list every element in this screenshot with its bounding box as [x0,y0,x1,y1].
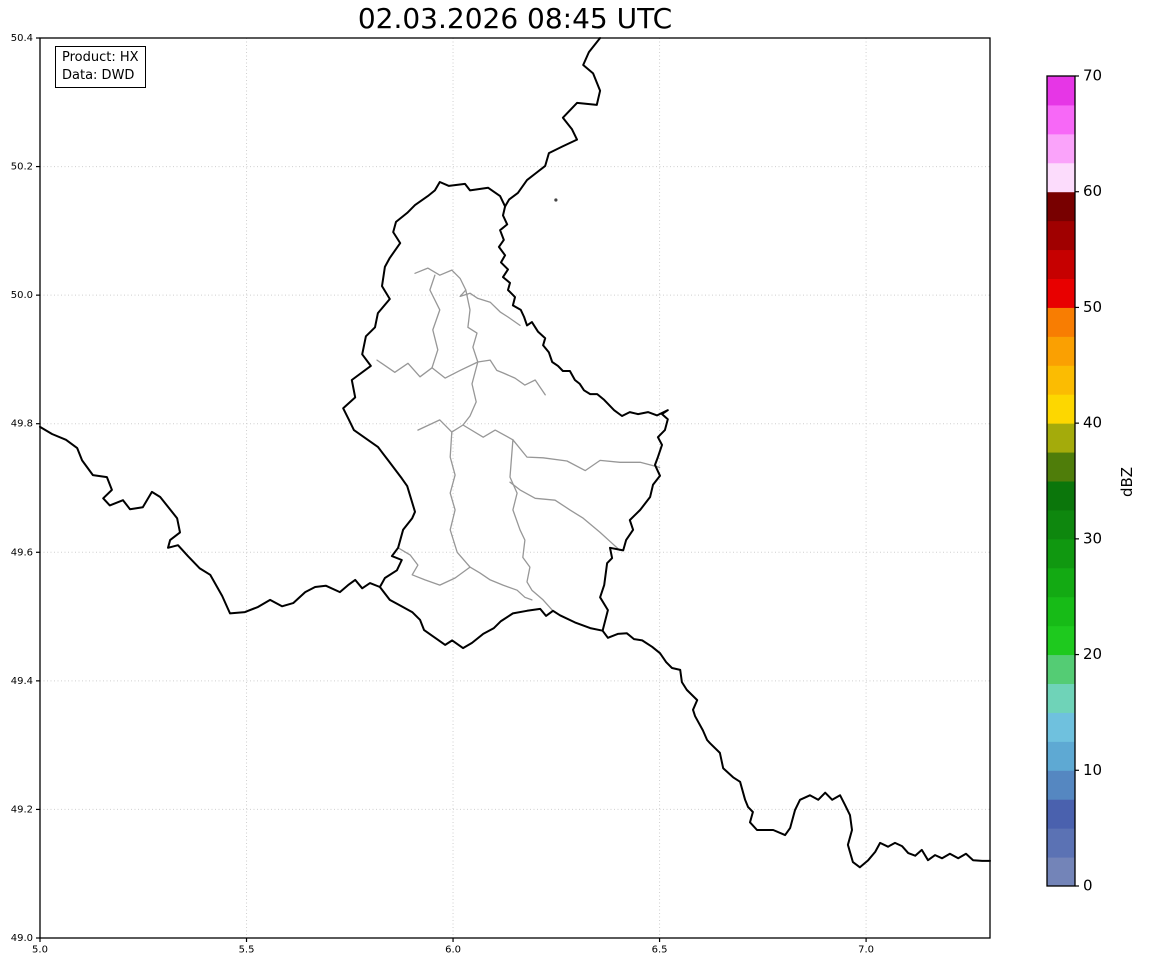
colorbar-segment [1047,538,1075,569]
colorbar-segment [1047,509,1075,540]
colorbar-tick-label: 20 [1083,645,1102,663]
canton-border [465,289,479,363]
colorbar-tick-label: 30 [1083,529,1102,547]
colorbar-tick-label: 50 [1083,298,1102,316]
colorbar-tick-label: 0 [1083,877,1093,895]
y-tick-label: 50.0 [11,290,33,301]
colorbar-segment [1047,683,1075,713]
colorbar-segment [1047,76,1075,106]
y-tick-label: 49.8 [11,419,33,430]
colorbar-segment [1047,712,1075,742]
canton-border [376,359,479,379]
x-tick-label: 5.5 [239,944,255,955]
colorbar-tick-label: 10 [1083,761,1102,779]
y-tick-label: 49.4 [11,676,33,687]
product-label: Product: HX [62,50,139,65]
colorbar-segment [1047,394,1075,424]
y-tick-label: 49.0 [11,933,33,944]
colorbar-segment [1047,191,1075,222]
colorbar-segment [1047,481,1075,511]
colorbar-segment [1047,307,1075,337]
colorbar-segment [1047,654,1075,684]
y-tick-label: 50.4 [11,33,33,44]
x-tick-label: 5.0 [32,944,48,955]
y-tick-label: 49.2 [11,804,33,815]
plot-frame [39,37,991,939]
canton-border [462,361,479,426]
colorbar-frame [1046,75,1076,887]
colorbar-segment [1047,220,1075,251]
colorbar-segment [1047,770,1075,800]
x-tick-label: 7.0 [858,944,874,955]
colorbar-tick-label: 40 [1083,414,1102,432]
france-belgium-border [39,425,381,615]
colorbar-segment [1047,133,1075,164]
y-tick-label: 49.6 [11,547,33,558]
colorbar-segment [1047,828,1075,858]
belgium-germany-border [504,37,602,208]
colorbar-tick-label: 60 [1083,182,1102,200]
colorbar-segment [1047,857,1075,887]
x-tick-label: 6.0 [445,944,461,955]
colorbar-unit-label: dBZ [1118,466,1136,498]
colorbar-segment [1047,625,1075,656]
data-source-label: Data: DWD [62,67,135,83]
colorbar-segment [1047,741,1075,771]
colorbar-segment [1047,162,1075,193]
france-germany-border [601,629,991,869]
colorbar-segment [1047,104,1075,135]
colorbar-segment [1047,567,1075,598]
x-tick-label: 6.5 [652,944,668,955]
luxembourg-outline [342,181,669,650]
product-info-box: Product: HX Data: DWD [55,46,146,88]
colorbar-segment [1047,452,1075,482]
canton-border [477,359,546,396]
canton-border [429,274,441,369]
figure-title: 02.03.2026 08:45 UTC [357,2,673,35]
canton-border [449,431,533,601]
colorbar-tick-label: 70 [1083,67,1102,85]
colorbar-segment [1047,423,1075,453]
colorbar-segment [1047,799,1075,829]
colorbar-segment [1047,336,1075,366]
canton-border [414,267,521,327]
colorbar-segment [1047,249,1075,279]
canton-border [509,481,621,552]
canton-border [417,419,661,472]
y-tick-label: 50.2 [11,162,33,173]
colorbar-segment [1047,596,1075,627]
colorbar-segment [1047,278,1075,308]
canton-border [509,439,553,611]
colorbar-segment [1047,365,1075,395]
canton-border [397,547,471,586]
radar-echo-speck [554,198,558,202]
